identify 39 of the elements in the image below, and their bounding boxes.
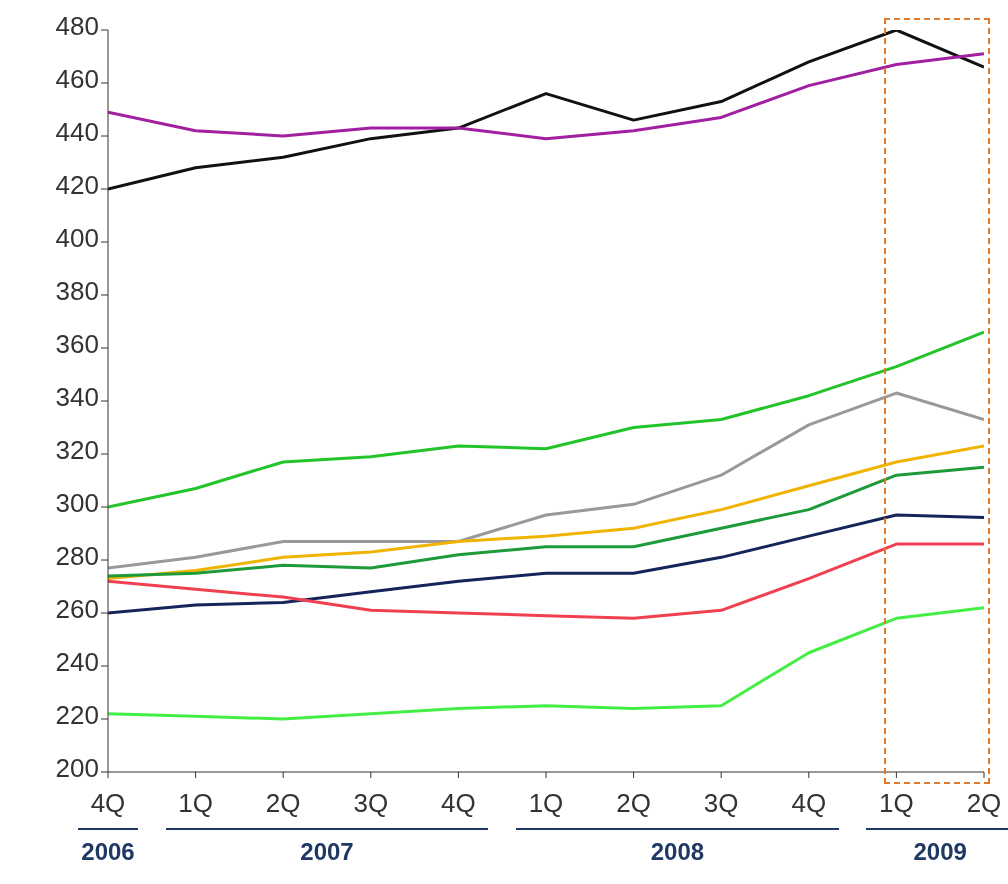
text: 2008: [650, 838, 705, 865]
x-tick-label: 4Q: [791, 788, 827, 819]
y-tick-label: 460: [55, 64, 99, 95]
y-tick-label: 480: [55, 11, 99, 42]
line-series: [108, 391, 984, 570]
y-tick-label: 320: [55, 435, 99, 466]
y-tick-label: 220: [55, 700, 99, 731]
line-series: [108, 30, 984, 191]
y-tick-label: 360: [55, 329, 99, 360]
text: 2007: [300, 838, 354, 865]
x-tick-label: 3Q: [703, 788, 739, 819]
y-tick-label: 440: [55, 117, 99, 148]
line-series: [108, 542, 984, 620]
y-tick-label: 260: [55, 594, 99, 625]
x-tick-label: 2Q: [966, 788, 1002, 819]
y-tick-label: 340: [55, 382, 99, 413]
x-tick-label: 1Q: [879, 788, 914, 819]
x-tick-label: 3Q: [353, 788, 389, 819]
line-series: [108, 52, 984, 141]
text: 2009: [913, 838, 967, 865]
x-tick-label: 4Q: [90, 788, 126, 819]
line-series: [108, 513, 984, 615]
x-tick-label: 1Q: [178, 788, 213, 819]
y-tick-label: 280: [55, 541, 99, 572]
y-tick-label: 420: [55, 170, 99, 201]
x-tick-label: 2Q: [265, 788, 301, 819]
x-tick-label: 1Q: [528, 788, 564, 819]
y-tick-label: 200: [55, 753, 99, 784]
y-tick-label: 380: [55, 276, 99, 307]
x-tick-label: 4Q: [441, 788, 476, 819]
line-series: [108, 330, 984, 509]
text: 2006: [81, 838, 135, 865]
line-series: [108, 444, 984, 581]
y-tick-label: 400: [55, 223, 99, 254]
line-series: [108, 465, 984, 578]
line-series: [108, 606, 984, 721]
x-tick-label: 2Q: [616, 788, 651, 819]
y-tick-label: 300: [55, 488, 99, 519]
y-tick-label: 240: [55, 647, 99, 678]
